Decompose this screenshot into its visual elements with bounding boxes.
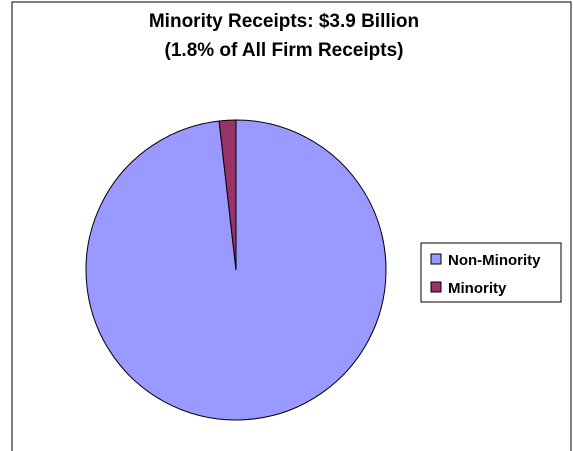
chart-title-line-1: Minority Receipts: $3.9 Billion [149, 11, 419, 32]
legend: Non-Minority Minority [420, 242, 562, 303]
legend-label-minority: Minority [448, 280, 507, 297]
legend-label-non-minority: Non-Minority [448, 252, 541, 269]
pie-slices [85, 119, 387, 421]
legend-swatch-non-minority [430, 253, 442, 265]
legend-swatch-minority [430, 281, 442, 293]
legend-box [420, 242, 562, 303]
chart-border [11, 1, 572, 451]
pie-slice-minority [218, 119, 237, 271]
chart-title-line-2: (1.8% of All Firm Receipts) [165, 40, 404, 61]
